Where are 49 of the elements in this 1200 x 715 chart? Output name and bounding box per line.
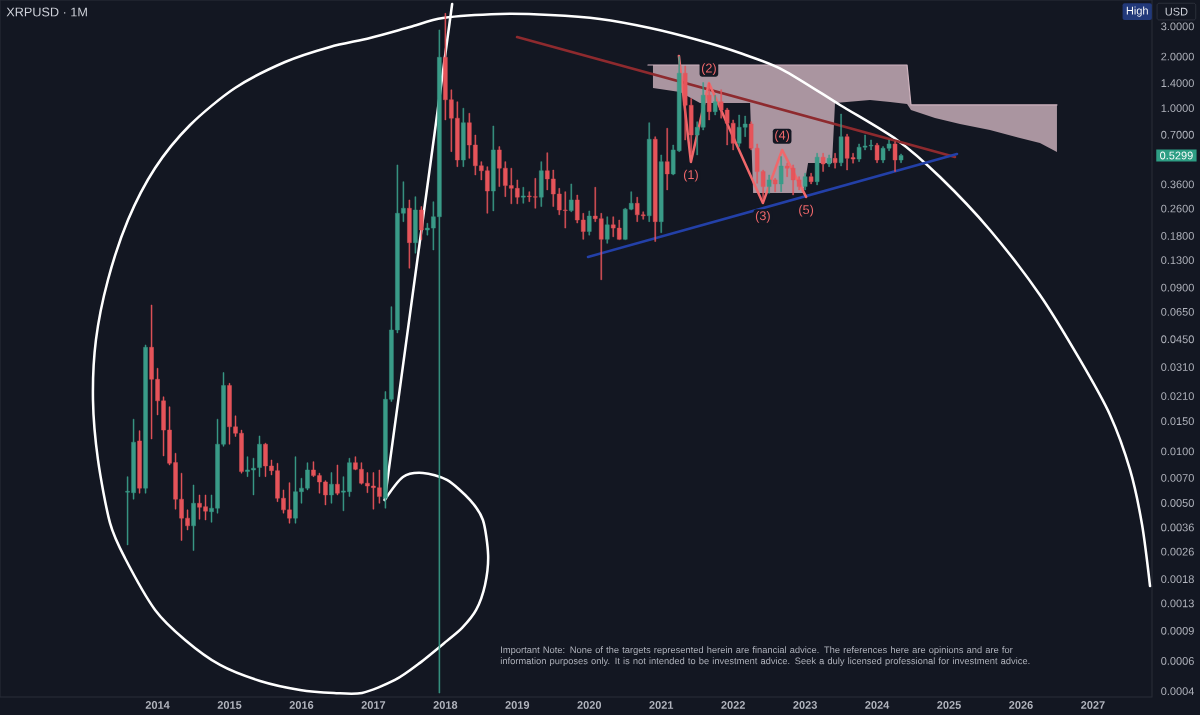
y-tick-label: 1.4000 bbox=[1161, 79, 1194, 87]
annotation: High bbox=[1126, 6, 1148, 17]
x-tick-label: 2025 bbox=[937, 701, 961, 709]
y-tick-label: 0.0070 bbox=[1161, 474, 1194, 482]
x-tick-label: 2014 bbox=[145, 701, 170, 709]
y-tick-label: 0.2600 bbox=[1161, 204, 1194, 213]
y-tick-label: 0.7000 bbox=[1161, 130, 1194, 139]
y-tick-label: 0.1800 bbox=[1161, 232, 1194, 240]
y-tick-label: 0.0004 bbox=[1161, 687, 1195, 696]
text: USD bbox=[1165, 7, 1188, 16]
y-tick-label: 0.0650 bbox=[1161, 307, 1194, 316]
y-tick-label: 3.0000 bbox=[1161, 22, 1194, 31]
y-tick-label: 0.0026 bbox=[1161, 547, 1194, 556]
y-tick-label: 0.0450 bbox=[1161, 335, 1194, 344]
y-tick-label: 0.0036 bbox=[1161, 523, 1194, 532]
annotation: (5) bbox=[799, 204, 814, 217]
x-tick-label: 2020 bbox=[577, 701, 602, 709]
y-tick-label: 0.0018 bbox=[1161, 575, 1194, 584]
x-tick-label: 2021 bbox=[649, 701, 674, 709]
x-tick-label: 2015 bbox=[217, 701, 242, 709]
annotation: (2) bbox=[701, 63, 716, 76]
x-tick-label: 2016 bbox=[289, 701, 314, 709]
x-tick-label: 2023 bbox=[793, 701, 817, 709]
x-tick-label: 2024 bbox=[865, 701, 890, 709]
y-tick-label: 0.1300 bbox=[1161, 256, 1194, 265]
annotation: (4) bbox=[775, 130, 790, 143]
y-tick-label: 0.0310 bbox=[1161, 363, 1194, 371]
annotation: (1) bbox=[683, 169, 698, 182]
annotation: (3) bbox=[755, 210, 770, 223]
x-tick-label: 2026 bbox=[1009, 701, 1033, 709]
y-tick-label: 0.0013 bbox=[1161, 599, 1194, 608]
y-tick-label: 0.0006 bbox=[1161, 657, 1194, 665]
chart-title: XRPUSD · 1M bbox=[6, 7, 87, 17]
x-tick-label: 2017 bbox=[361, 701, 386, 709]
y-tick-label: 0.0900 bbox=[1161, 283, 1194, 292]
text: 0.5299 bbox=[1160, 151, 1193, 160]
x-tick-label: 2027 bbox=[1081, 701, 1105, 709]
y-tick-label: 1.0000 bbox=[1161, 104, 1194, 113]
x-tick-label: 2022 bbox=[721, 701, 745, 709]
y-tick-label: 0.0150 bbox=[1161, 417, 1194, 426]
y-tick-label: 0.0050 bbox=[1161, 499, 1194, 507]
x-tick-label: 2018 bbox=[433, 701, 458, 709]
y-tick-label: 0.3600 bbox=[1161, 180, 1194, 189]
y-tick-label: 2.0000 bbox=[1161, 52, 1194, 61]
y-tick-label: 0.0210 bbox=[1161, 392, 1194, 400]
annotation: Important Note: None of the targets represented herein are financial advice. The references here are opinions and are for information purposes only. It is not intended to be investment advice. Seek a duly licensed professional for investment advice. bbox=[500, 646, 1030, 667]
y-tick-label: 0.0100 bbox=[1161, 447, 1194, 456]
x-tick-label: 2019 bbox=[505, 701, 530, 709]
y-tick-label: 0.0009 bbox=[1161, 626, 1194, 635]
